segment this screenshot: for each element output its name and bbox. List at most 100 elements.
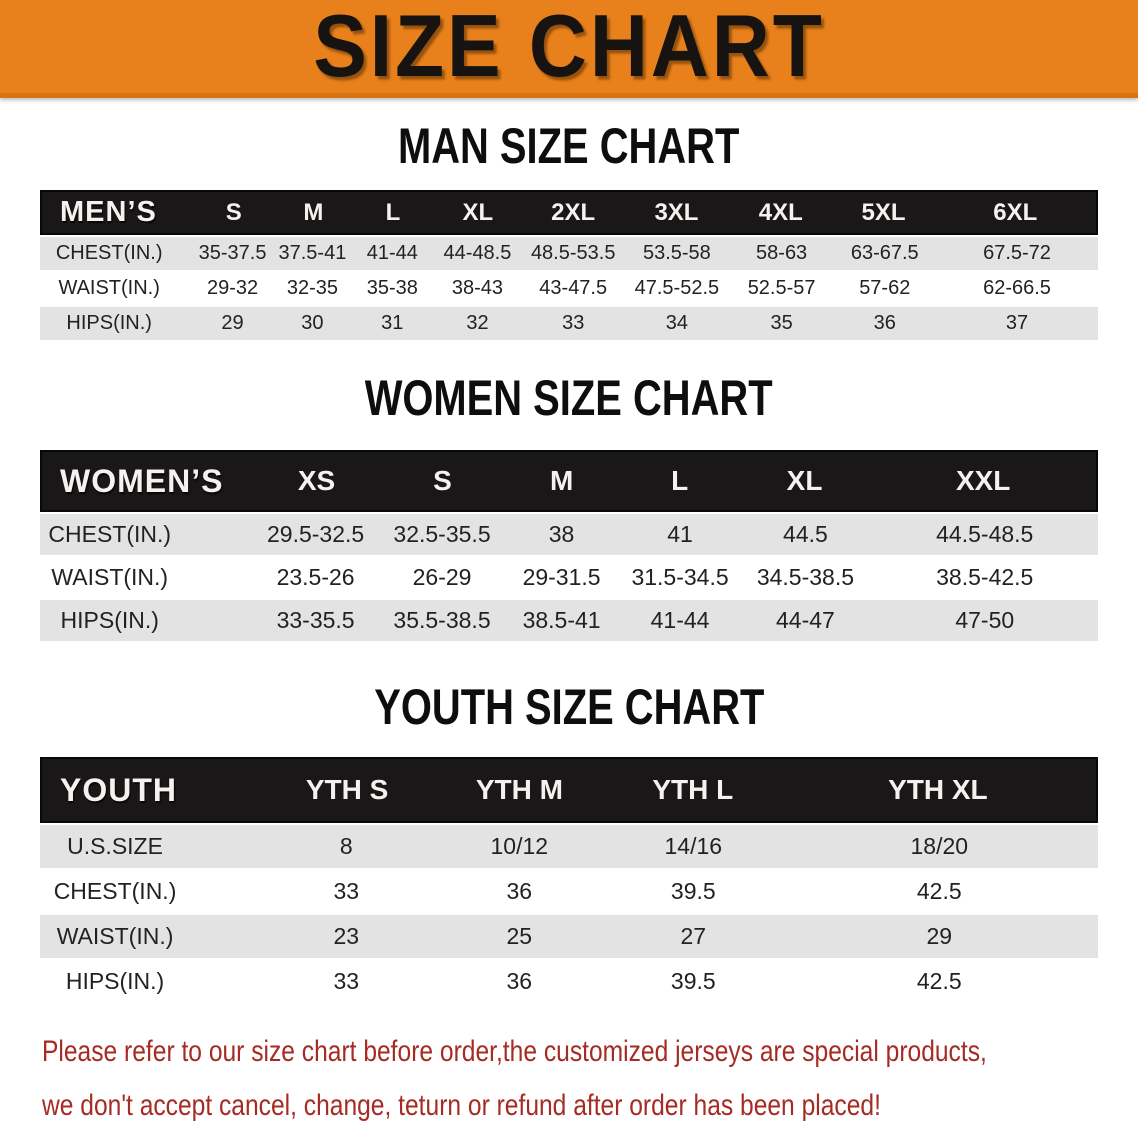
table-cell: 41-44 xyxy=(650,607,710,633)
table-cell: 57-62 xyxy=(859,277,911,299)
table-row: CHEST(IN.) 35-37.5 37.5-41 41-44 44-48.5… xyxy=(40,237,1098,270)
table-cell: 48.5-53.5 xyxy=(530,242,616,264)
table-cell: 36 xyxy=(873,312,896,334)
mens-table-title: MEN’S xyxy=(60,196,157,228)
row-label: HIPS(IN.) xyxy=(60,607,159,633)
table-row: WAIST(IN.) 23.5-26 26-29 29-31.5 31.5-34… xyxy=(40,557,1098,598)
table-row: WAIST(IN.) 29-32 32-35 35-38 38-43 43-47… xyxy=(40,272,1098,305)
table-cell: 29-32 xyxy=(206,277,259,299)
column-header: YTH M xyxy=(475,774,563,805)
table-cell: 41-44 xyxy=(366,242,418,264)
column-header: XS xyxy=(297,465,336,496)
table-cell: 39.5 xyxy=(670,968,716,994)
table-row: CHEST(IN.) 29.5-32.5 32.5-35.5 38 41 44.… xyxy=(40,514,1098,555)
table-cell: 37.5-41 xyxy=(278,242,347,264)
column-header: YTH L xyxy=(652,774,734,805)
table-cell: 36 xyxy=(506,968,533,994)
women-section-heading: WOMEN SIZE CHART xyxy=(0,340,1138,450)
row-label: CHEST(IN.) xyxy=(53,878,177,904)
table-cell: 29 xyxy=(221,312,244,334)
column-header: YTH S xyxy=(305,774,389,805)
column-header: M xyxy=(303,198,324,226)
mens-size-table: MEN’S S M L XL 2XL 3XL 4XL 5XL 6XL CHEST… xyxy=(40,190,1098,340)
row-label: CHEST(IN.) xyxy=(48,521,172,547)
women-section-heading-text: WOMEN SIZE CHART xyxy=(365,369,773,426)
row-label: CHEST(IN.) xyxy=(55,242,163,264)
table-cell: 32-35 xyxy=(286,277,338,299)
table-cell: 36 xyxy=(506,878,533,904)
table-cell: 29.5-32.5 xyxy=(266,521,365,547)
column-header: S xyxy=(225,198,242,226)
table-cell: 35 xyxy=(770,312,793,334)
disclaimer: Please refer to our size chart before or… xyxy=(42,1027,1138,1132)
table-row: HIPS(IN.) 33-35.5 35.5-38.5 38.5-41 41-4… xyxy=(40,600,1098,641)
table-cell: 30 xyxy=(301,312,324,334)
table-cell: 35-38 xyxy=(366,277,418,299)
table-cell: 33 xyxy=(333,878,360,904)
table-cell: 38.5-41 xyxy=(522,607,601,633)
mens-table-header-row: MEN’S S M L XL 2XL 3XL 4XL 5XL 6XL xyxy=(40,190,1098,235)
disclaimer-line-1: Please refer to our size chart before or… xyxy=(42,1027,1138,1081)
column-header: 2XL xyxy=(551,198,596,226)
womens-size-table: WOMEN’S XS S M L XL XXL CHEST(IN.) 29.5-… xyxy=(40,450,1098,641)
table-cell: 47.5-52.5 xyxy=(634,277,720,299)
table-cell: 43-47.5 xyxy=(539,277,608,299)
table-row: WAIST(IN.) 23 25 27 29 xyxy=(40,915,1098,958)
womens-table-header-row: WOMEN’S XS S M L XL XXL xyxy=(40,450,1098,512)
table-cell: 42.5 xyxy=(916,878,962,904)
youth-section-heading: YOUTH SIZE CHART xyxy=(0,641,1138,757)
youth-table-header-row: YOUTH YTH S YTH M YTH L YTH XL xyxy=(40,757,1098,823)
column-header: 6XL xyxy=(993,198,1038,226)
table-cell: 53.5-58 xyxy=(642,242,711,264)
table-cell: 23 xyxy=(333,923,360,949)
column-header: 3XL xyxy=(654,198,699,226)
column-header: 5XL xyxy=(861,198,906,226)
table-row: HIPS(IN.) 33 36 39.5 42.5 xyxy=(40,960,1098,1003)
row-label: HIPS(IN.) xyxy=(66,312,152,334)
table-cell: 38-43 xyxy=(451,277,504,299)
men-section: MAN SIZE CHART MEN’S S M L XL 2XL 3XL 4X… xyxy=(0,98,1138,340)
table-cell: 41 xyxy=(667,521,693,547)
disclaimer-line-2-text: we don't accept cancel, change, teturn o… xyxy=(42,1089,881,1122)
column-header: YTH XL xyxy=(888,774,988,805)
column-header: L xyxy=(385,198,401,226)
table-cell: 62-66.5 xyxy=(983,277,1051,299)
size-chart-title: SIZE CHART xyxy=(313,0,825,96)
men-section-heading: MAN SIZE CHART xyxy=(0,98,1138,190)
table-cell: 33 xyxy=(333,968,360,994)
table-row: CHEST(IN.) 33 36 39.5 42.5 xyxy=(40,870,1098,913)
column-header: S xyxy=(433,465,452,496)
table-cell: 32.5-35.5 xyxy=(393,521,491,547)
row-label: WAIST(IN.) xyxy=(56,923,174,949)
table-cell: 35-37.5 xyxy=(198,242,267,264)
table-cell: 27 xyxy=(680,923,707,949)
table-row: U.S.SIZE 8 10/12 14/16 18/20 xyxy=(40,825,1098,868)
disclaimer-line-2: we don't accept cancel, change, teturn o… xyxy=(42,1081,1138,1132)
column-header: XL xyxy=(786,465,823,496)
table-cell: 34 xyxy=(665,312,688,334)
women-section: WOMEN SIZE CHART WOMEN’S XS S M L XL XXL… xyxy=(0,340,1138,641)
table-cell: 63-67.5 xyxy=(850,242,919,264)
table-cell: 29-31.5 xyxy=(522,564,601,590)
table-cell: 23.5-26 xyxy=(276,564,355,590)
table-cell: 32 xyxy=(466,312,489,334)
disclaimer-line-1-text: Please refer to our size chart before or… xyxy=(42,1035,987,1068)
table-cell: 8 xyxy=(339,833,353,859)
table-cell: 10/12 xyxy=(490,833,549,859)
youth-section-heading-text: YOUTH SIZE CHART xyxy=(373,678,765,735)
table-cell: 37 xyxy=(1005,312,1029,334)
table-cell: 14/16 xyxy=(664,833,723,859)
table-cell: 33-35.5 xyxy=(276,607,355,633)
table-cell: 44-48.5 xyxy=(443,242,512,264)
row-label: WAIST(IN.) xyxy=(58,277,160,299)
womens-table-title: WOMEN’S xyxy=(60,462,224,499)
row-label: U.S.SIZE xyxy=(67,833,163,859)
table-cell: 38 xyxy=(548,521,575,547)
youth-table-title: YOUTH xyxy=(60,771,177,808)
row-label: WAIST(IN.) xyxy=(51,564,169,590)
table-cell: 29 xyxy=(926,923,953,949)
column-header: L xyxy=(671,465,689,496)
table-cell: 31 xyxy=(381,312,404,334)
table-cell: 44-47 xyxy=(776,607,835,633)
table-cell: 42.5 xyxy=(916,968,962,994)
